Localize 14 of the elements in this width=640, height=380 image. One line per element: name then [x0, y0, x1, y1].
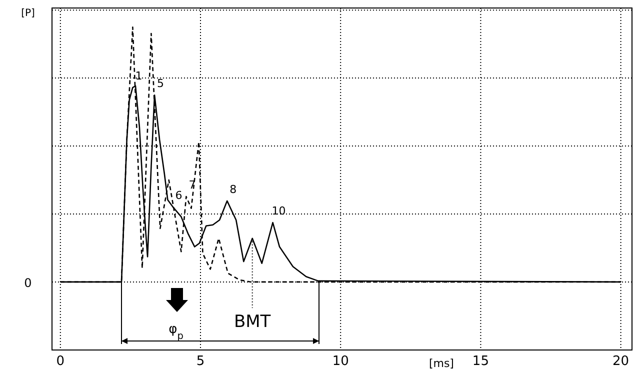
x-axis-title: [ms]	[428, 357, 454, 370]
annotation: 6	[175, 188, 182, 202]
x-tick-label: 20	[612, 354, 630, 370]
text: φ$_{p}$	[168, 322, 184, 342]
x-tick-label: 10	[332, 354, 349, 370]
text: 0	[24, 276, 32, 290]
y-axis-title: [P]	[21, 8, 36, 19]
x-tick-label: 0	[56, 354, 65, 370]
annotation: BMT	[234, 312, 272, 332]
annotation: 1	[135, 70, 142, 83]
annotation: 8	[230, 182, 237, 196]
x-tick-label: 15	[472, 354, 489, 370]
x-tick-label: 5	[196, 354, 205, 370]
annotation: 5	[157, 77, 164, 90]
